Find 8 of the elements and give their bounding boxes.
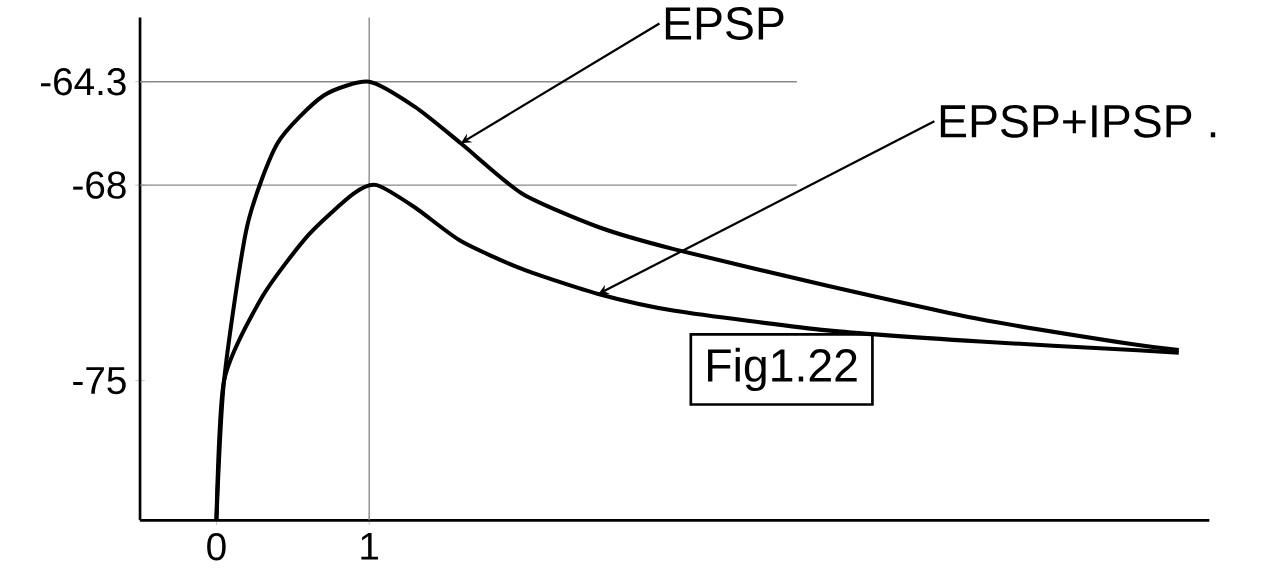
x-tick-label: 0: [207, 533, 226, 561]
text: EPSP: [665, 7, 784, 40]
annotation: Fig1.22: [708, 347, 857, 392]
y-tick-label: -75: [73, 367, 126, 395]
x-tick-label: 1: [361, 533, 379, 560]
y-tick-label: -64.3: [40, 68, 126, 96]
y-tick-label: -68: [73, 171, 126, 199]
text: EPSP+IPSP .: [940, 104, 1216, 138]
